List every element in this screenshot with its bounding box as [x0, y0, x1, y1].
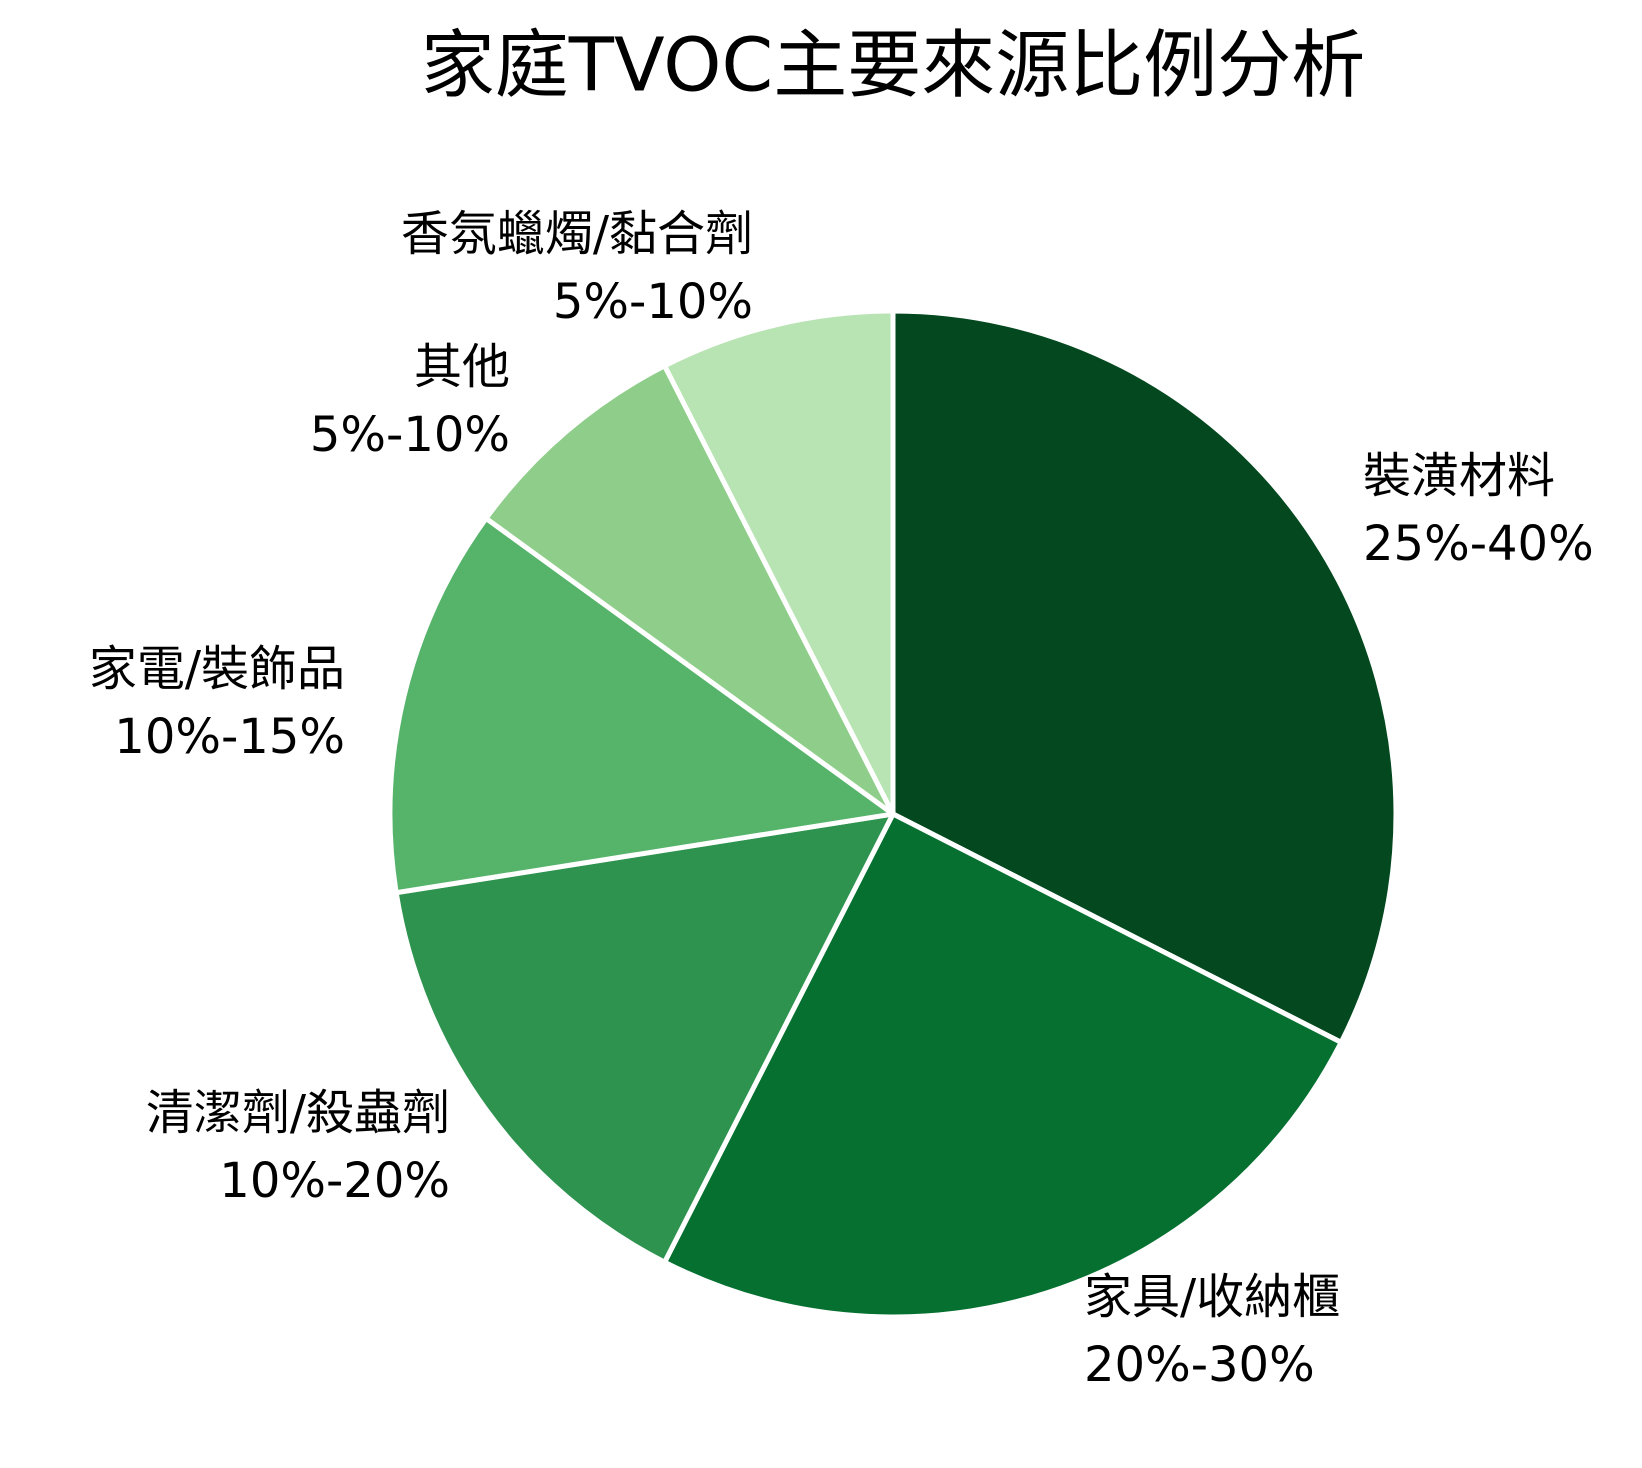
slice-label: 家具/收納櫃 — [1084, 1269, 1340, 1325]
slice-label: 家電/裝飾品 — [89, 641, 345, 697]
chart-title: 家庭TVOC主要來源比例分析 — [421, 23, 1365, 109]
slice-label: 裝潢材料 — [1363, 448, 1555, 504]
slice-range: 10%-15% — [114, 709, 345, 765]
pie-slice — [662, 811, 1344, 1320]
pie-slice — [890, 308, 1399, 1045]
pie-slice — [662, 308, 896, 817]
slice-range: 25%-40% — [1363, 516, 1594, 572]
slice-range: 5%-10% — [310, 407, 510, 463]
slice-range: 5%-10% — [553, 274, 753, 330]
slice-range: 10%-20% — [219, 1153, 450, 1209]
slice-label: 其他 — [414, 339, 510, 395]
pie-slice — [393, 811, 896, 1265]
slice-range: 20%-30% — [1084, 1337, 1315, 1393]
pie-slice — [483, 363, 896, 817]
slice-label: 香氛蠟燭/黏合劑 — [401, 206, 753, 262]
pie-slice — [387, 515, 896, 896]
slice-label: 清潔劑/殺蟲劑 — [146, 1085, 450, 1141]
